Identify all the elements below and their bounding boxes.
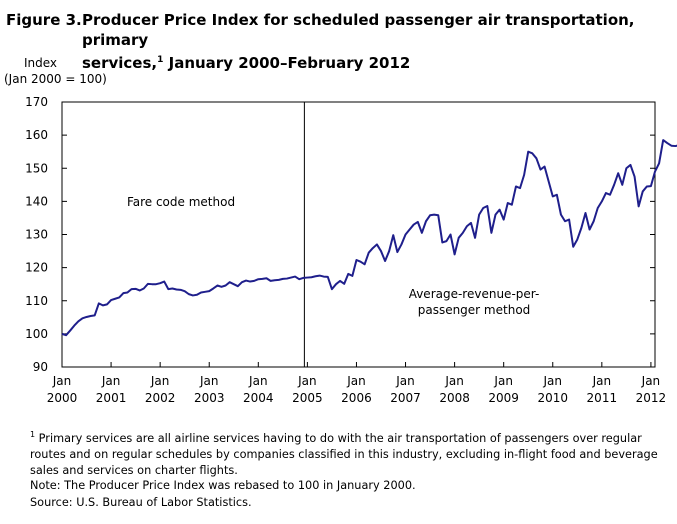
y-axis: 90 100 110 120 130 140 150 160 170 xyxy=(25,95,655,374)
y-tick-label: 90 xyxy=(33,360,48,374)
footnote-1-line1: Primary services are all airline service… xyxy=(35,431,642,445)
x-tick-label-year: 2002 xyxy=(145,391,176,405)
footnote-marker: 1 xyxy=(30,430,36,439)
figure-title-footnote-marker: 1 xyxy=(157,55,164,65)
series-line-ppi xyxy=(61,139,677,337)
x-axis: Jan 2000 Jan 2001 Jan 2002 Jan 2003 Jan 2004 Jan 20… xyxy=(47,362,666,405)
x-tick-label-month: Jan xyxy=(346,374,366,388)
x-tick-label-year: 2003 xyxy=(194,391,225,405)
x-tick-label-year: 2004 xyxy=(243,391,274,405)
x-tick-label-year: 2000 xyxy=(47,391,78,405)
figure-title-line1: Producer Price Index for scheduled passe… xyxy=(82,11,635,49)
rebase-note: Note: The Producer Price Index was rebas… xyxy=(30,479,416,492)
x-tick-label-year: 2006 xyxy=(341,391,372,405)
annotation-average-revenue-line1: Average-revenue-per- xyxy=(409,287,540,301)
y-axis-unit: (Jan 2000 = 100) xyxy=(4,72,107,86)
plot-border xyxy=(61,101,656,368)
y-tick-label: 120 xyxy=(25,261,48,275)
x-tick-label-month: Jan xyxy=(395,374,415,388)
x-tick-label-month: Jan xyxy=(641,374,661,388)
x-tick-label-year: 2012 xyxy=(636,391,667,405)
annotation-fare-code-method: Fare code method xyxy=(127,195,235,209)
x-tick-label-month: Jan xyxy=(248,374,268,388)
y-axis-label: Index xyxy=(24,56,58,70)
x-tick-label-month: Jan xyxy=(493,374,513,388)
source-note: Source: U.S. Bureau of Labor Statistics. xyxy=(30,496,252,509)
footnote-1: 1 Primary services are all airline servi… xyxy=(30,427,660,479)
series-group xyxy=(61,139,677,337)
footnote-1-line2: routes and on regular schedules by compa… xyxy=(30,447,658,461)
x-tick-label-month: Jan xyxy=(150,374,170,388)
y-tick-label: 130 xyxy=(25,228,48,242)
x-tick-label-year: 2005 xyxy=(292,391,323,405)
x-tick-label-year: 2009 xyxy=(488,391,519,405)
plot-frame xyxy=(61,101,656,368)
y-tick-label: 150 xyxy=(25,161,48,175)
x-tick-label-month: Jan xyxy=(199,374,219,388)
x-tick-label-month: Jan xyxy=(592,374,612,388)
x-tick-label-month: Jan xyxy=(444,374,464,388)
figure-title-line2b: January 2000–February 2012 xyxy=(163,54,411,72)
annotation-average-revenue-line2: passenger method xyxy=(418,303,531,317)
x-tick-label-year: 2007 xyxy=(390,391,421,405)
y-tick-label: 100 xyxy=(25,327,48,341)
x-tick-label-month: Jan xyxy=(52,374,72,388)
x-tick-label-year: 2001 xyxy=(96,391,127,405)
y-tick-label: 110 xyxy=(25,294,48,308)
x-tick-label-year: 2011 xyxy=(587,391,618,405)
figure-number: Figure 3. xyxy=(6,11,82,29)
footnote-1-line3: sales and services on charter flights. xyxy=(30,463,238,477)
x-tick-label-month: Jan xyxy=(101,374,121,388)
figure-title-line2a: services, xyxy=(82,54,158,72)
x-tick-label-month: Jan xyxy=(297,374,317,388)
x-tick-label-year: 2008 xyxy=(439,391,470,405)
x-tick-label-month: Jan xyxy=(543,374,563,388)
y-tick-label: 160 xyxy=(25,128,48,142)
y-tick-label: 140 xyxy=(25,194,48,208)
annotations: Fare code method Average-revenue-per-pass… xyxy=(127,195,539,317)
x-tick-label-year: 2010 xyxy=(537,391,568,405)
figure-title-text: Producer Price Index for scheduled passe… xyxy=(82,10,667,73)
y-tick-label: 170 xyxy=(25,95,48,109)
